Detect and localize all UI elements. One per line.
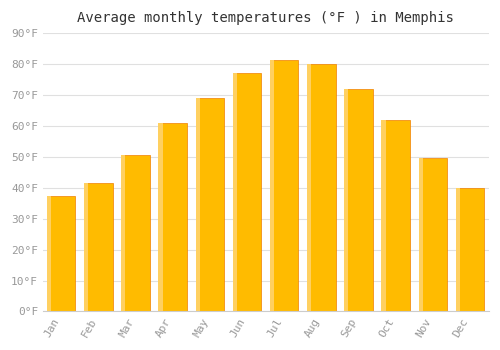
Bar [47,196,51,312]
Bar [307,64,311,312]
Bar [84,183,88,312]
Bar [270,60,274,312]
Bar [382,120,410,312]
Bar [85,183,112,312]
Bar [159,123,187,312]
Bar [158,123,162,312]
Bar [121,155,126,312]
Bar [122,155,150,312]
Bar [344,89,348,312]
Bar [308,64,336,312]
Bar [196,98,200,312]
Bar [270,60,298,312]
Bar [456,188,460,312]
Bar [418,159,422,312]
Bar [419,159,447,312]
Bar [232,74,237,312]
Title: Average monthly temperatures (°F ) in Memphis: Average monthly temperatures (°F ) in Me… [78,11,454,25]
Bar [382,120,386,312]
Bar [234,74,262,312]
Bar [456,188,484,312]
Bar [196,98,224,312]
Bar [345,89,373,312]
Bar [48,196,76,312]
